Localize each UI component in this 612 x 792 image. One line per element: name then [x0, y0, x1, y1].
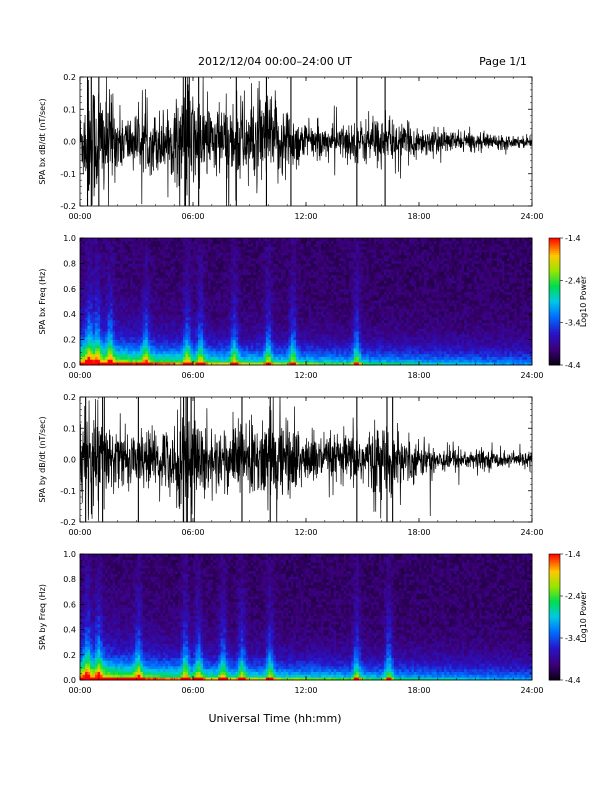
- y-tick-label: 0.1: [63, 424, 76, 433]
- panel-1: 00:00 06:00 12:00 18:00 24:00 -0.2 -0.1 0.0 0.1 0…: [38, 73, 544, 221]
- spectrogram: [80, 554, 533, 681]
- panel-2: -1.4 -2.4 -3.4 -4.4 Log10 Power 00:00 06:00 12:…: [38, 234, 588, 380]
- y-tick-label: 0.0: [63, 676, 76, 685]
- y-tick-label: 0.0: [63, 361, 76, 370]
- colorbar-tick-label: -4.4: [565, 676, 581, 685]
- y-tick-label: 0.4: [63, 310, 76, 319]
- x-tick-label: 18:00: [407, 371, 430, 380]
- x-tick-label: 24:00: [520, 212, 543, 221]
- y-axis-label: SPA by dB/dt (nT/sec): [38, 416, 47, 502]
- x-tick-label: 00:00: [68, 371, 91, 380]
- spectrogram: [80, 238, 533, 366]
- colorbar-label: Log10 Power: [579, 275, 588, 327]
- y-tick-label: -0.1: [60, 487, 76, 496]
- y-tick-label: 0.6: [63, 600, 76, 609]
- x-tick-label: 00:00: [68, 528, 91, 537]
- y-axis-label: SPA bx Freq (Hz): [38, 269, 47, 335]
- x-axis-title: Universal Time (hh:mm): [209, 712, 342, 725]
- x-tick-label: 06:00: [181, 686, 204, 695]
- colorbar-tick-label: -3.4: [565, 634, 581, 643]
- x-tick-label: 12:00: [294, 686, 317, 695]
- y-tick-label: 0.2: [63, 393, 76, 402]
- y-tick-label: 0.2: [63, 73, 76, 82]
- panel-3: 00:00 06:00 12:00 18:00 24:00 -0.2 -0.1 0.0 0.1 0…: [38, 393, 544, 537]
- y-tick-label: -0.2: [60, 518, 76, 527]
- colorbar-tick-label: -4.4: [565, 361, 581, 370]
- x-tick-label: 00:00: [68, 686, 91, 695]
- x-tick-label: 24:00: [520, 528, 543, 537]
- colorbar-tick-label: -3.4: [565, 319, 581, 328]
- x-tick-label: 12:00: [294, 212, 317, 221]
- y-axis-label: SPA by Freq (Hz): [38, 584, 47, 650]
- x-tick-label: 12:00: [294, 371, 317, 380]
- page-indicator: Page 1/1: [479, 55, 527, 68]
- plot-frame: [79, 76, 533, 207]
- y-tick-label: -0.1: [60, 170, 76, 179]
- signal-trace: [80, 397, 532, 522]
- colorbar-label: Log10 Power: [579, 591, 588, 643]
- x-tick-label: 06:00: [181, 212, 204, 221]
- y-tick-label: 0.2: [63, 651, 76, 660]
- y-tick-label: 0.0: [63, 138, 76, 147]
- y-tick-label: 0.8: [63, 575, 76, 584]
- y-tick-label: 0.0: [63, 456, 76, 465]
- y-tick-label: 0.4: [63, 626, 76, 635]
- x-tick-label: 00:00: [68, 212, 91, 221]
- x-tick-label: 24:00: [520, 686, 543, 695]
- colorbar-tick-label: -1.4: [565, 234, 581, 243]
- x-tick-label: 06:00: [181, 371, 204, 380]
- y-tick-label: 0.8: [63, 259, 76, 268]
- y-tick-label: 1.0: [63, 234, 76, 243]
- y-tick-label: 0.1: [63, 105, 76, 114]
- colorbar-tick-label: -1.4: [565, 550, 581, 559]
- x-tick-label: 18:00: [407, 528, 430, 537]
- y-axis-label: SPA bx dB/dt (nT/sec): [38, 98, 47, 184]
- x-tick-label: 18:00: [407, 686, 430, 695]
- x-tick-label: 24:00: [520, 371, 543, 380]
- colorbar-tick-label: -2.4: [565, 276, 581, 285]
- y-tick-label: 1.0: [63, 550, 76, 559]
- panels-group: 00:00 06:00 12:00 18:00 24:00 -0.2 -0.1 0.0 0.1 0…: [38, 73, 588, 695]
- panel-4: -1.4 -2.4 -3.4 -4.4 Log10 Power 00:00 06:00 12:…: [38, 550, 588, 695]
- signal-trace: [80, 77, 532, 206]
- x-tick-label: 12:00: [294, 528, 317, 537]
- colorbar: -1.4 -2.4 -3.4 -4.4 Log10 Power: [548, 550, 588, 685]
- x-tick-label: 18:00: [407, 212, 430, 221]
- chart-title: 2012/12/04 00:00–24:00 UT: [198, 55, 352, 68]
- y-tick-label: -0.2: [60, 202, 76, 211]
- colorbar: -1.4 -2.4 -3.4 -4.4 Log10 Power: [548, 234, 588, 370]
- colorbar-tick-label: -2.4: [565, 592, 581, 601]
- x-tick-label: 06:00: [181, 528, 204, 537]
- y-tick-label: 0.6: [63, 285, 76, 294]
- y-tick-label: 0.2: [63, 336, 76, 345]
